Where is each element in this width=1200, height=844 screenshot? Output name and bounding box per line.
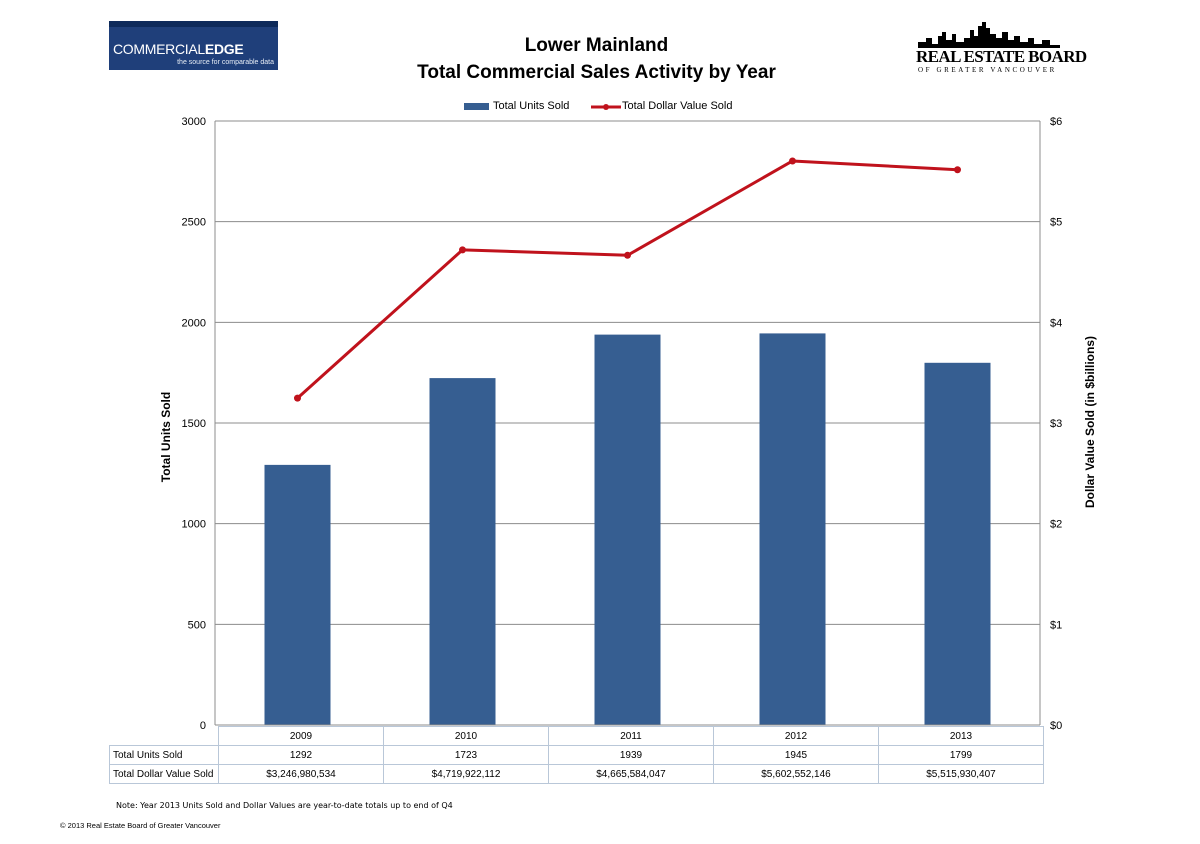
table-cell: 1939 [548, 745, 714, 765]
y-tick-label-left: 3000 [182, 116, 206, 128]
table-cell: $3,246,980,534 [218, 764, 384, 784]
legend-line-swatch [591, 104, 621, 110]
chart-subtitle: Total Commercial Sales Activity by Year [417, 62, 776, 83]
table-cell: $4,719,922,112 [383, 764, 549, 784]
footnote: Note: Year 2013 Units Sold and Dollar Va… [116, 801, 453, 810]
table-cell: $4,665,584,047 [548, 764, 714, 784]
line-point [624, 251, 631, 259]
y-tick-label-left: 500 [188, 619, 206, 631]
commercial-edge-logo: COMMERCIALEDGE the source for comparable… [109, 21, 278, 70]
logo-brand-text: COMMERCIALEDGE [113, 41, 244, 57]
logo-board-sub: OF GREATER VANCOUVER [918, 66, 1057, 74]
legend-label-units: Total Units Sold [493, 100, 570, 112]
y-tick-label-right: $6 [1050, 116, 1062, 128]
bar [429, 378, 496, 725]
table-row: Total Dollar Value Sold $3,246,980,534 $… [109, 764, 1044, 784]
copyright: © 2013 Real Estate Board of Greater Vanc… [60, 821, 221, 830]
table-cell: 1723 [383, 745, 549, 765]
y-tick-label-left: 1000 [182, 519, 206, 531]
data-table: 2009 2010 2011 2012 2013 Total Units Sol… [109, 726, 1044, 784]
chart-title: Lower Mainland [524, 35, 669, 56]
table-cell: 1292 [218, 745, 384, 765]
table-corner [109, 726, 219, 746]
bar [264, 464, 331, 725]
bar [759, 333, 826, 725]
table-year-cell: 2010 [383, 726, 549, 746]
y-tick-label-right: $1 [1050, 619, 1062, 631]
table-year-cell: 2011 [548, 726, 714, 746]
table-year-cell: 2009 [218, 726, 384, 746]
logo-brand-bold: EDGE [204, 41, 244, 57]
legend-label-dollar: Total Dollar Value Sold [622, 100, 733, 112]
y-tick-label-right: $2 [1050, 519, 1062, 531]
y-tick-label-right: $3 [1050, 418, 1062, 430]
skyline-icon [918, 22, 1060, 48]
table-row: Total Units Sold 1292 1723 1939 1945 179… [109, 745, 1044, 765]
table-cell: $5,515,930,407 [878, 764, 1044, 784]
y-axis-title-left: Total Units Sold [159, 391, 173, 483]
table-cell: 1945 [713, 745, 879, 765]
table-year-cell: 2012 [713, 726, 879, 746]
line-point [954, 166, 961, 174]
y-tick-label-right: $4 [1050, 317, 1062, 329]
logo-board-name: REAL ESTATE BOARD [916, 47, 1087, 66]
table-cell: $5,602,552,146 [713, 764, 879, 784]
logo-brand-regular: COMMERCIAL [113, 41, 205, 57]
y-axis-title-right: Dollar Value Sold (in $billions) [1083, 335, 1097, 509]
logo-tagline: the source for comparable data [177, 59, 274, 66]
logo-top-band [109, 21, 278, 27]
rebgv-logo: REAL ESTATE BOARD OF GREATER VANCOUVER [912, 18, 1087, 76]
bar [594, 334, 661, 725]
y-tick-label-left: 1500 [182, 418, 206, 430]
table-row-label: Total Dollar Value Sold [109, 764, 219, 784]
line-point [294, 394, 301, 402]
legend-bar-swatch [464, 103, 489, 110]
line-point [459, 246, 466, 254]
y-tick-label-left: 2000 [182, 317, 206, 329]
y-tick-label-right: $0 [1050, 720, 1062, 732]
table-year-cell: 2013 [878, 726, 1044, 746]
y-tick-label-left: 0 [200, 720, 206, 732]
table-row-label: Total Units Sold [109, 745, 219, 765]
table-header-row: 2009 2010 2011 2012 2013 [109, 726, 1044, 746]
bar [924, 362, 991, 725]
y-tick-label-right: $5 [1050, 217, 1062, 229]
y-tick-label-left: 2500 [182, 217, 206, 229]
table-cell: 1799 [878, 745, 1044, 765]
chart-legend: Total Units Sold Total Dollar Value Sold [0, 100, 1200, 114]
line-point [789, 157, 796, 165]
